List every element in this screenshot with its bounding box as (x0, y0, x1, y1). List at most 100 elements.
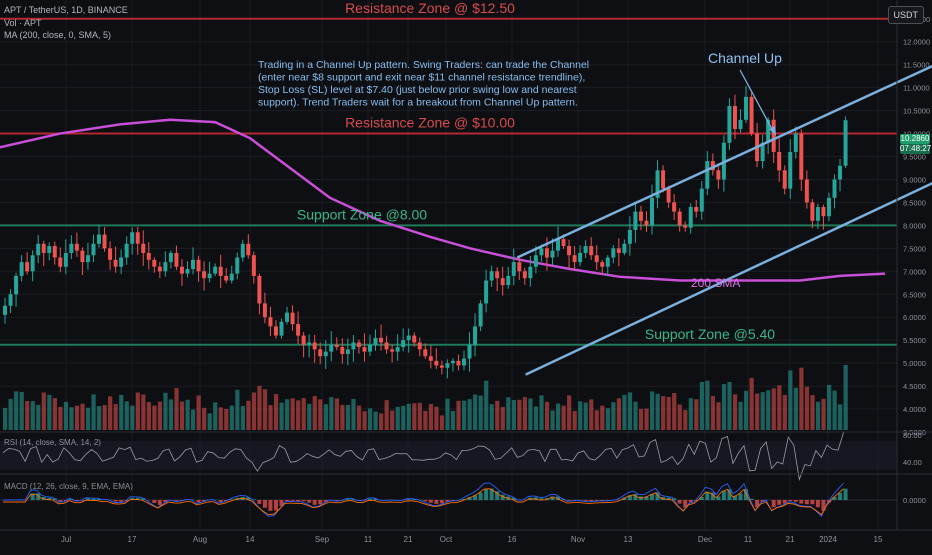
volume-indicator-label[interactable]: Vol · APT (4, 18, 42, 29)
candle-body (75, 244, 79, 251)
volume-bar (296, 400, 300, 430)
volume-bar (9, 399, 13, 430)
volume-bar (318, 399, 322, 430)
time-axis-label: 2024 (819, 535, 837, 544)
commentary-line: Trading in a Channel Up pattern. Swing T… (258, 59, 589, 71)
macd-histogram-bar (152, 500, 156, 503)
rsi-indicator-label[interactable]: RSI (14, close, SMA, 14, 2) (4, 437, 101, 448)
time-axis-label: 21 (786, 535, 795, 544)
candle-body (141, 244, 145, 253)
candle-body (285, 313, 289, 322)
zone-label-resistance_mid: Resistance Zone @ $10.00 (345, 115, 515, 131)
volume-bar (517, 400, 521, 430)
volume-bar (661, 396, 665, 430)
candle-body (329, 345, 333, 352)
candle-body (224, 276, 228, 281)
volume-bar (694, 399, 698, 430)
candle-body (794, 134, 798, 152)
price-axis-label: 7.0000 (903, 267, 926, 276)
macd-histogram-bar (777, 500, 781, 505)
candle-body (506, 276, 510, 285)
volume-bar (374, 412, 378, 430)
time-axis-label: 13 (624, 535, 633, 544)
channel-up-label: Channel Up (708, 50, 782, 66)
time-axis-label: Oct (440, 535, 453, 544)
candle-body (821, 207, 825, 216)
volume-bar (650, 391, 654, 430)
macd-histogram-bar (589, 500, 593, 501)
volume-bar (534, 406, 538, 430)
volume-bar (340, 405, 344, 430)
candle-body (600, 262, 604, 267)
symbol-title[interactable]: APT / TetherUS, 1D, BINANCE (4, 5, 128, 16)
volume-bar (390, 411, 394, 430)
candle-body (401, 340, 405, 347)
candle-body (241, 244, 245, 258)
candle-body (777, 152, 781, 170)
sma-200-polyline (0, 120, 885, 281)
volume-bar (705, 381, 709, 430)
candle-body (617, 248, 621, 253)
candle-body (130, 232, 134, 243)
macd-indicator-label[interactable]: MACD (12, 26, close, 9, EMA, EMA) (4, 481, 133, 492)
macd-histogram-bar (313, 500, 317, 505)
candle-body (445, 363, 449, 368)
macd-histogram-bar (174, 500, 178, 501)
zone-label-support_high: Support Zone @8.00 (297, 206, 427, 222)
volume-bar (539, 395, 543, 430)
candle-body (335, 345, 339, 347)
volume-bar (556, 404, 560, 430)
candle-body (313, 342, 317, 349)
volume-bar (700, 382, 704, 430)
candle-body (208, 274, 212, 279)
volume-bar (772, 388, 776, 430)
ma-indicator-label[interactable]: MA (200, close, 0, SMA, 5) (4, 30, 111, 41)
candle-body (534, 255, 538, 266)
candle-body (324, 352, 328, 357)
candle-body (274, 326, 278, 335)
volume-bar (97, 406, 101, 430)
volume-bar (213, 402, 217, 430)
macd-histogram-bar (772, 500, 776, 507)
volume-bar (821, 399, 825, 430)
candle-body (25, 262, 29, 271)
candle-body (545, 248, 549, 257)
volume-bar (125, 401, 129, 430)
volume-bar (479, 396, 483, 430)
macd-histogram-bar (58, 500, 62, 502)
volume-bar (578, 401, 582, 430)
volume-bar (722, 384, 726, 430)
volume-bar (562, 406, 566, 430)
volume-bar (351, 399, 355, 430)
volume-bar (235, 390, 239, 430)
candle-body (644, 221, 648, 226)
volume-bar (58, 407, 62, 430)
candle-body (58, 258, 62, 267)
macd-histogram-bar (788, 500, 792, 501)
candle-body (307, 342, 311, 344)
candle-body (517, 262, 521, 271)
candle-body (318, 349, 322, 356)
candle-body (479, 303, 483, 326)
candle-body (683, 225, 687, 227)
currency-unit-button[interactable]: USDT (888, 6, 925, 24)
volume-bar (711, 396, 715, 430)
candle-body (80, 251, 84, 262)
volume-bars (3, 365, 848, 430)
price-axis-label: 8.0000 (903, 221, 926, 230)
volume-bar (716, 402, 720, 430)
price-axis-label: 12.0000 (903, 38, 930, 47)
volume-bar (799, 368, 803, 430)
candle-body (14, 276, 18, 294)
volume-bar (75, 406, 79, 430)
volume-bar (412, 403, 416, 430)
candle-body (672, 202, 676, 211)
volume-bar (246, 401, 250, 430)
candle-body (689, 207, 693, 228)
volume-bar (805, 387, 809, 430)
candle-body (501, 278, 505, 285)
macd-histogram-bar (479, 493, 483, 501)
